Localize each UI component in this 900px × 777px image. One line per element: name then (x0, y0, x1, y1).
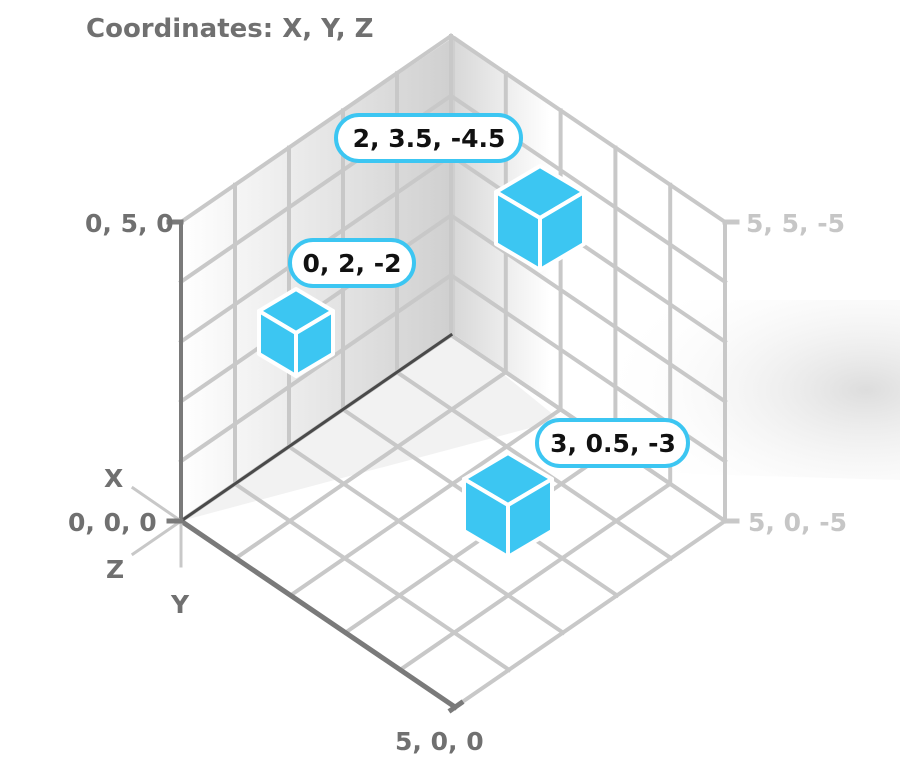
tick-bottom (447, 699, 465, 714)
left-wall-grid-line (178, 33, 454, 225)
corner-label-bottom-right: 5, 0, -5 (748, 508, 847, 537)
cube-right-face (294, 309, 335, 378)
callout-bubble (334, 113, 523, 163)
floor-grid-line (452, 518, 728, 710)
z-axis-line (178, 332, 454, 524)
floor-grid-line (233, 369, 509, 561)
left-wall-grid-line (178, 272, 454, 464)
x-axis-extension (130, 485, 184, 524)
point-cube-2 (494, 164, 586, 272)
corner-label-origin: 0, 0, 0 (68, 508, 157, 537)
right-wall-grid-line (448, 33, 728, 225)
floor-grid-line (397, 481, 673, 673)
callout-2: 2, 3.5, -4.5 (334, 113, 523, 163)
axis-y-letter: Y (170, 590, 190, 619)
coordinates-title: Coordinates: X, Y, Z (86, 14, 374, 44)
callout-label: 3, 0.5, -3 (550, 429, 676, 458)
z-axis-extension (130, 518, 184, 557)
floor-grid-line (287, 406, 564, 599)
right-wall-grid-line (448, 152, 728, 345)
cube-right-face (538, 190, 586, 272)
point-cube-3 (462, 451, 554, 559)
corner-label-bottom: 5, 0, 0 (395, 727, 484, 756)
axis-letters: X Z Y (104, 464, 190, 619)
callout-1: 0, 2, -2 (288, 238, 416, 288)
callout-bubble (535, 418, 690, 468)
corner-labels: 0, 0, 0 0, 5, 0 5, 5, -5 5, 0, -5 5, 0, … (68, 209, 847, 756)
point-cube-1 (257, 287, 335, 378)
corner-label-top-right: 5, 5, -5 (746, 209, 845, 238)
callout-label: 0, 2, -2 (303, 249, 402, 278)
floor-grid-line (232, 481, 512, 673)
corner-label-top-left: 0, 5, 0 (85, 209, 174, 238)
callout-label: 2, 3.5, -4.5 (353, 124, 506, 153)
x-axis-line (177, 517, 459, 711)
callout-3: 3, 0.5, -3 (535, 418, 690, 468)
axes (130, 219, 740, 714)
floor-grid-line (286, 443, 566, 636)
axis-z-letter: Z (106, 555, 124, 584)
cube-right-face (506, 477, 554, 559)
callout-bubble (288, 238, 416, 288)
floor-grid-line (394, 369, 674, 561)
axis-x-letter: X (104, 464, 123, 493)
